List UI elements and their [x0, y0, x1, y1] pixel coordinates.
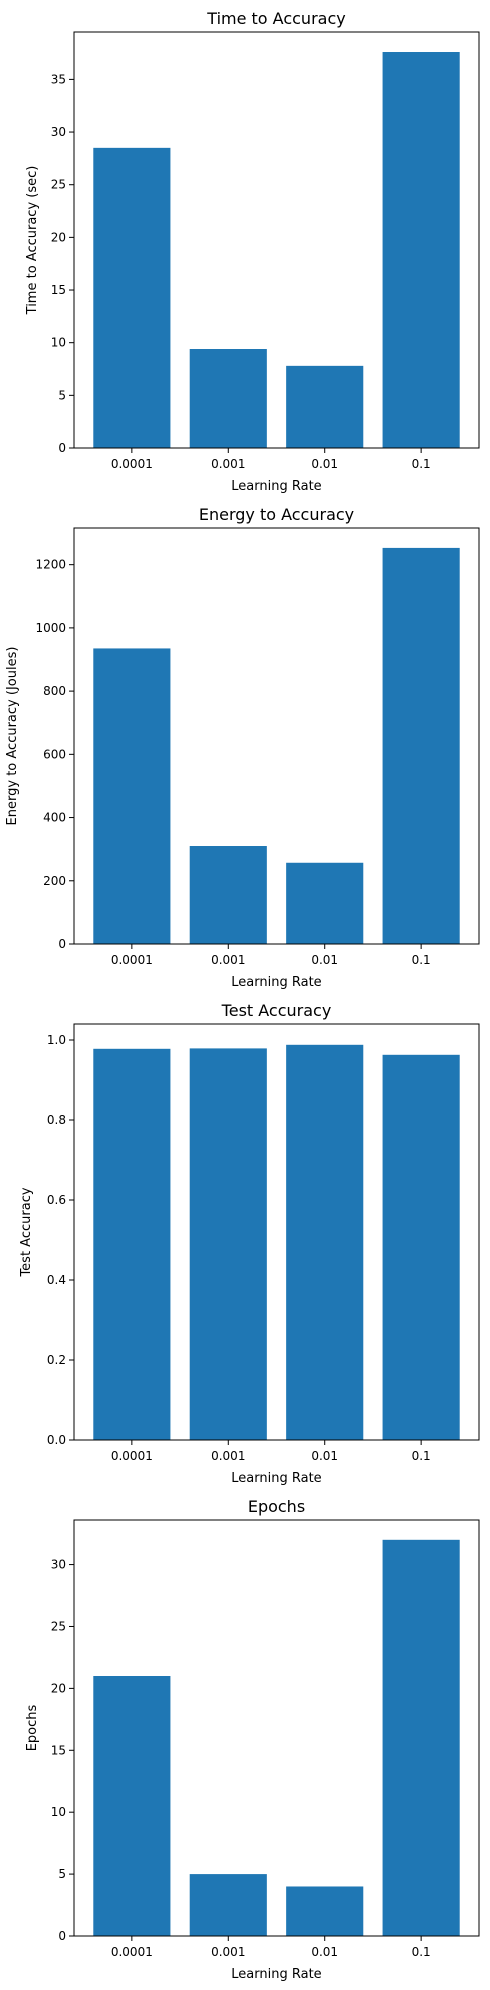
chart-panel-3: 0.0001 0.001 0.01 0.1 0.0 0.2 0.4 0.6 0.8 1.0 Test… [19, 1001, 480, 1486]
x-tick-label: 0.01 [311, 1449, 338, 1463]
y-tick-label: 0.2 [47, 1353, 66, 1367]
y-tick-label: 15 [51, 283, 66, 297]
x-tick-label: 0.0001 [111, 457, 153, 471]
plot-frame [73, 527, 480, 945]
y-tick-label: 0 [58, 1929, 66, 1943]
y-axis-label: Energy to Accuracy (Joules) [5, 647, 20, 826]
chart-panel-2: 0.0001 0.001 0.01 0.1 0 200 400 600 800 1000 1200 E… [5, 505, 480, 990]
bar-0.1 [382, 52, 460, 448]
x-axis-label: Learning Rate [231, 1967, 321, 1982]
y-axis-label: Test Accuracy [19, 1187, 34, 1277]
y-tick-label: 800 [43, 684, 66, 698]
y-tick-label: 0 [58, 937, 66, 951]
y-tick-label: 30 [51, 1558, 66, 1572]
y-axis-label: Epochs [25, 1704, 40, 1751]
y-tick-label: 0.6 [47, 1193, 66, 1207]
y-tick-label: 400 [43, 811, 66, 825]
bar-0.001 [189, 1048, 267, 1440]
y-tick-label: 0.4 [47, 1273, 66, 1287]
y-tick-label: 1000 [35, 621, 66, 635]
bar-0.0001 [93, 1048, 171, 1440]
bar-0.001 [189, 1874, 267, 1936]
y-axis-label: Time to Accuracy (sec) [25, 166, 40, 316]
y-tick-label: 0 [58, 441, 66, 455]
y-tick-label: 35 [51, 72, 66, 86]
bar-0.01 [286, 365, 364, 448]
x-tick-label: 0.0001 [111, 1945, 153, 1959]
y-tick-label: 5 [58, 388, 66, 402]
y-tick-label: 20 [51, 1681, 66, 1695]
chart-title: Time to Accuracy [206, 9, 345, 28]
x-tick-label: 0.001 [211, 953, 245, 967]
x-tick-label: 0.1 [412, 1945, 431, 1959]
chart-panel-1: 0.0001 0.001 0.01 0.1 0 5 10 15 20 25 30 35 Time to … [25, 9, 480, 494]
x-tick-label: 0.0001 [111, 953, 153, 967]
x-tick-label: 0.01 [311, 457, 338, 471]
chart-panel-4: 0.0001 0.001 0.01 0.1 0 5 10 15 20 25 30 Epochs Lear… [25, 1497, 480, 1982]
y-tick-label: 200 [43, 874, 66, 888]
x-tick-label: 0.1 [412, 953, 431, 967]
x-axis-label: Learning Rate [231, 1471, 321, 1486]
y-tick-label: 30 [51, 125, 66, 139]
x-tick-label: 0.01 [311, 953, 338, 967]
chart-title: Test Accuracy [221, 1001, 332, 1020]
y-tick-label: 20 [51, 230, 66, 244]
x-axis-label: Learning Rate [231, 479, 321, 494]
x-tick-label: 0.001 [211, 1449, 245, 1463]
bar-0.1 [382, 1539, 460, 1936]
y-tick-label: 1.0 [47, 1033, 66, 1047]
x-tick-label: 0.1 [412, 1449, 431, 1463]
y-tick-label: 5 [58, 1867, 66, 1881]
y-tick-label: 25 [51, 178, 66, 192]
bar-0.0001 [93, 1676, 171, 1936]
bar-0.1 [382, 547, 460, 944]
y-tick-label: 25 [51, 1619, 66, 1633]
bar-0.01 [286, 1044, 364, 1440]
bar-0.1 [382, 1054, 460, 1440]
x-tick-label: 0.001 [211, 457, 245, 471]
bar-0.01 [286, 1886, 364, 1936]
bar-0.0001 [93, 648, 171, 944]
y-tick-label: 10 [51, 1805, 66, 1819]
chart-title: Epochs [248, 1497, 305, 1516]
y-tick-label: 600 [43, 747, 66, 761]
y-tick-label: 1200 [35, 558, 66, 572]
y-tick-label: 0.8 [47, 1113, 66, 1127]
chart-title: Energy to Accuracy [199, 505, 354, 524]
bar-0.01 [286, 862, 364, 944]
x-tick-label: 0.01 [311, 1945, 338, 1959]
bar-0.001 [189, 846, 267, 944]
plot-frame [73, 1023, 480, 1441]
plot-frame [73, 31, 480, 449]
x-axis-label: Learning Rate [231, 975, 321, 990]
x-tick-label: 0.1 [412, 457, 431, 471]
y-tick-label: 15 [51, 1743, 66, 1757]
plot-frame [73, 1519, 480, 1937]
bar-0.001 [189, 349, 267, 448]
x-tick-label: 0.0001 [111, 1449, 153, 1463]
x-tick-label: 0.001 [211, 1945, 245, 1959]
bar-0.0001 [93, 147, 171, 448]
y-tick-label: 0.0 [47, 1433, 66, 1447]
y-tick-label: 10 [51, 336, 66, 350]
